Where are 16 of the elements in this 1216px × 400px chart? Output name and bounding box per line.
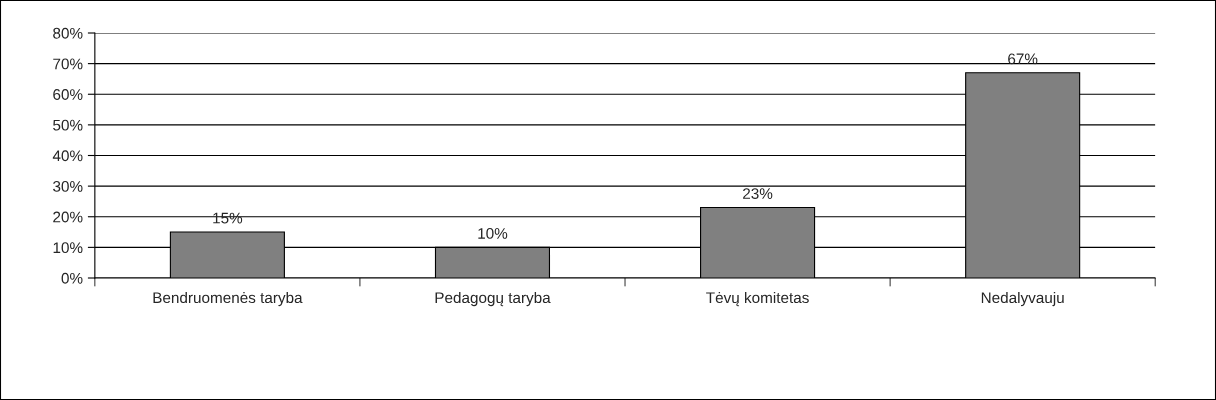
data-label: 23% <box>743 188 773 199</box>
x-tick-label: Tėvų komitetas <box>706 291 809 307</box>
x-tick-label: Pedagogų taryba <box>435 291 551 307</box>
y-tick-label: 80% <box>53 27 83 39</box>
y-tick-label: 70% <box>53 58 83 70</box>
x-tick-label: Nedalyvauju <box>981 291 1064 307</box>
y-tick-label: 10% <box>53 242 83 254</box>
data-label: 67% <box>1008 53 1038 65</box>
y-tick-label: 60% <box>53 89 83 100</box>
data-label: 10% <box>478 227 508 239</box>
y-tick-label: 30% <box>53 180 83 192</box>
y-tick-label: 0% <box>61 272 83 284</box>
y-tick-label: 20% <box>53 211 83 223</box>
y-tick-label: 40% <box>52 150 83 162</box>
y-tick-label: 50% <box>53 119 83 131</box>
x-tick-label: Bendruomenės taryba <box>153 291 303 307</box>
